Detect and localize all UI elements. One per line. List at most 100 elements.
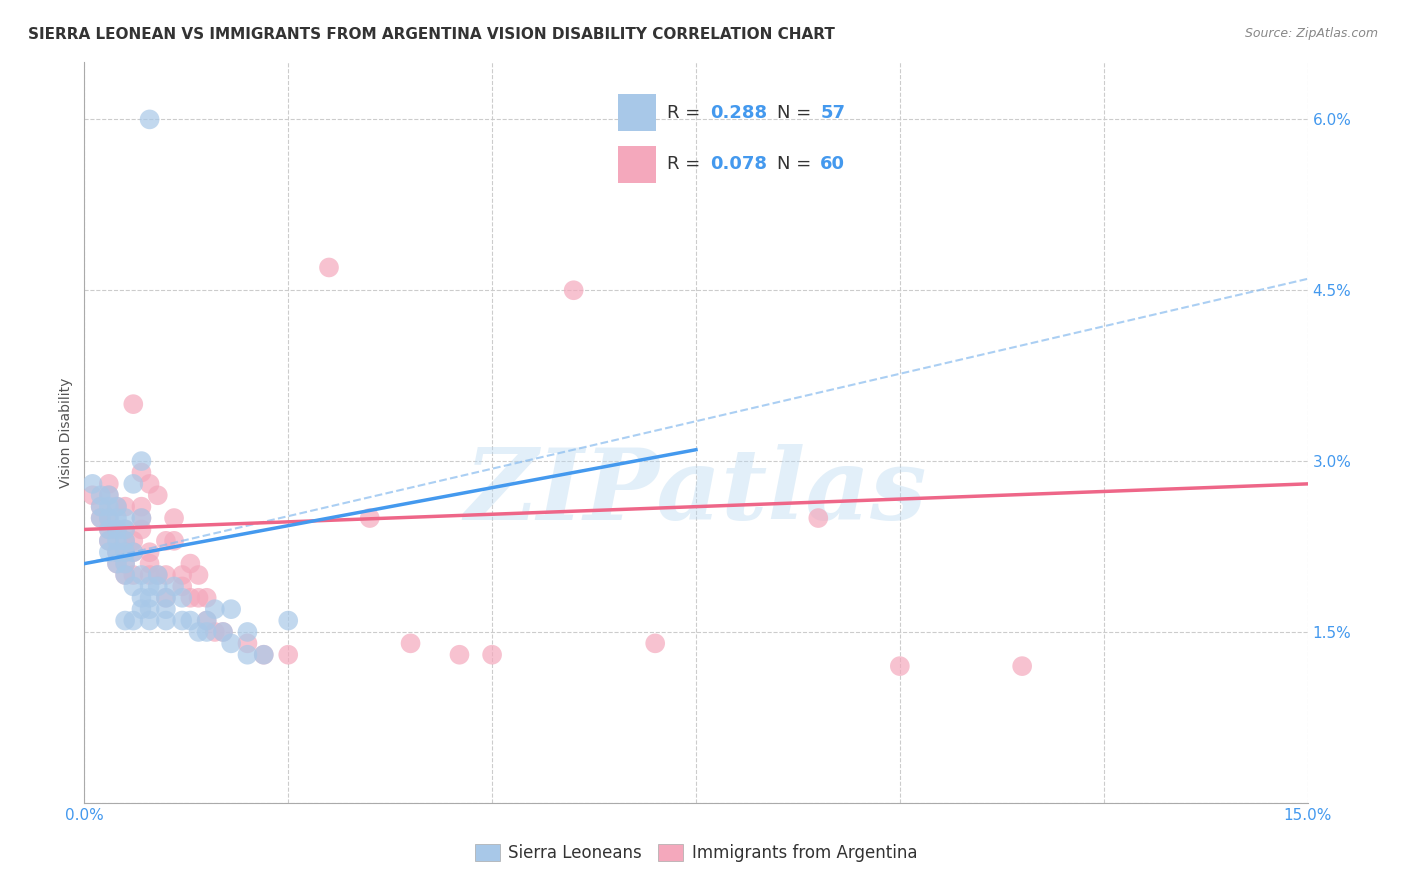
Point [138,602,160,616]
Point [138,614,160,628]
Point [114,523,136,537]
Point [122,476,145,491]
Point [82,476,104,491]
Point [155,602,177,616]
Point [122,614,145,628]
Point [195,624,218,639]
Point [114,533,136,548]
Point [122,397,145,411]
Point [155,533,177,548]
Point [131,511,153,525]
Point [138,591,160,605]
Point [138,579,160,593]
Point [359,511,381,525]
Point [889,659,911,673]
Point [97,488,120,502]
Point [172,579,194,593]
Point [212,624,235,639]
Point [195,614,218,628]
Point [97,511,120,525]
Point [253,648,276,662]
Point [114,533,136,548]
Point [114,557,136,571]
Point [1011,659,1033,673]
Point [105,533,128,548]
Point [155,614,177,628]
Point [131,602,153,616]
Point [163,579,186,593]
Point [155,591,177,605]
Point [163,533,186,548]
Point [131,500,153,514]
Point [204,624,226,639]
Point [253,648,276,662]
Point [97,533,120,548]
Legend: Sierra Leoneans, Immigrants from Argentina: Sierra Leoneans, Immigrants from Argenti… [468,837,924,869]
Point [114,557,136,571]
Point [114,545,136,559]
Point [562,283,585,297]
Point [138,557,160,571]
Point [155,591,177,605]
Point [179,591,201,605]
Point [146,568,169,582]
Point [187,591,209,605]
Point [131,523,153,537]
Point [122,568,145,582]
Point [105,545,128,559]
Point [105,500,128,514]
Point [114,523,136,537]
Point [90,488,112,502]
Point [97,488,120,502]
Point [644,636,666,650]
Point [236,648,259,662]
Text: ZIPatlas: ZIPatlas [465,443,927,540]
Point [204,602,226,616]
Point [163,511,186,525]
Point [195,614,218,628]
Point [138,112,160,127]
Point [90,500,112,514]
Y-axis label: Vision Disability: Vision Disability [59,377,73,488]
Point [131,466,153,480]
Point [219,602,242,616]
Point [449,648,471,662]
Point [131,511,153,525]
Point [277,614,299,628]
Point [97,511,120,525]
Point [179,557,201,571]
Point [114,614,136,628]
Point [105,523,128,537]
Point [195,591,218,605]
Point [138,545,160,559]
Point [172,614,194,628]
Point [97,523,120,537]
Point [114,568,136,582]
Point [807,511,830,525]
Point [105,511,128,525]
Point [146,579,169,593]
Point [105,557,128,571]
Point [131,568,153,582]
Point [187,568,209,582]
Point [172,568,194,582]
Point [219,636,242,650]
Point [105,523,128,537]
Point [155,568,177,582]
Point [97,476,120,491]
Point [138,568,160,582]
Point [131,454,153,468]
Point [172,591,194,605]
Text: Source: ZipAtlas.com: Source: ZipAtlas.com [1244,27,1378,40]
Point [146,488,169,502]
Point [122,533,145,548]
Point [105,557,128,571]
Point [122,545,145,559]
Point [122,579,145,593]
Point [212,624,235,639]
Point [105,545,128,559]
Text: SIERRA LEONEAN VS IMMIGRANTS FROM ARGENTINA VISION DISABILITY CORRELATION CHART: SIERRA LEONEAN VS IMMIGRANTS FROM ARGENT… [28,27,835,42]
Point [82,488,104,502]
Point [146,568,169,582]
Point [277,648,299,662]
